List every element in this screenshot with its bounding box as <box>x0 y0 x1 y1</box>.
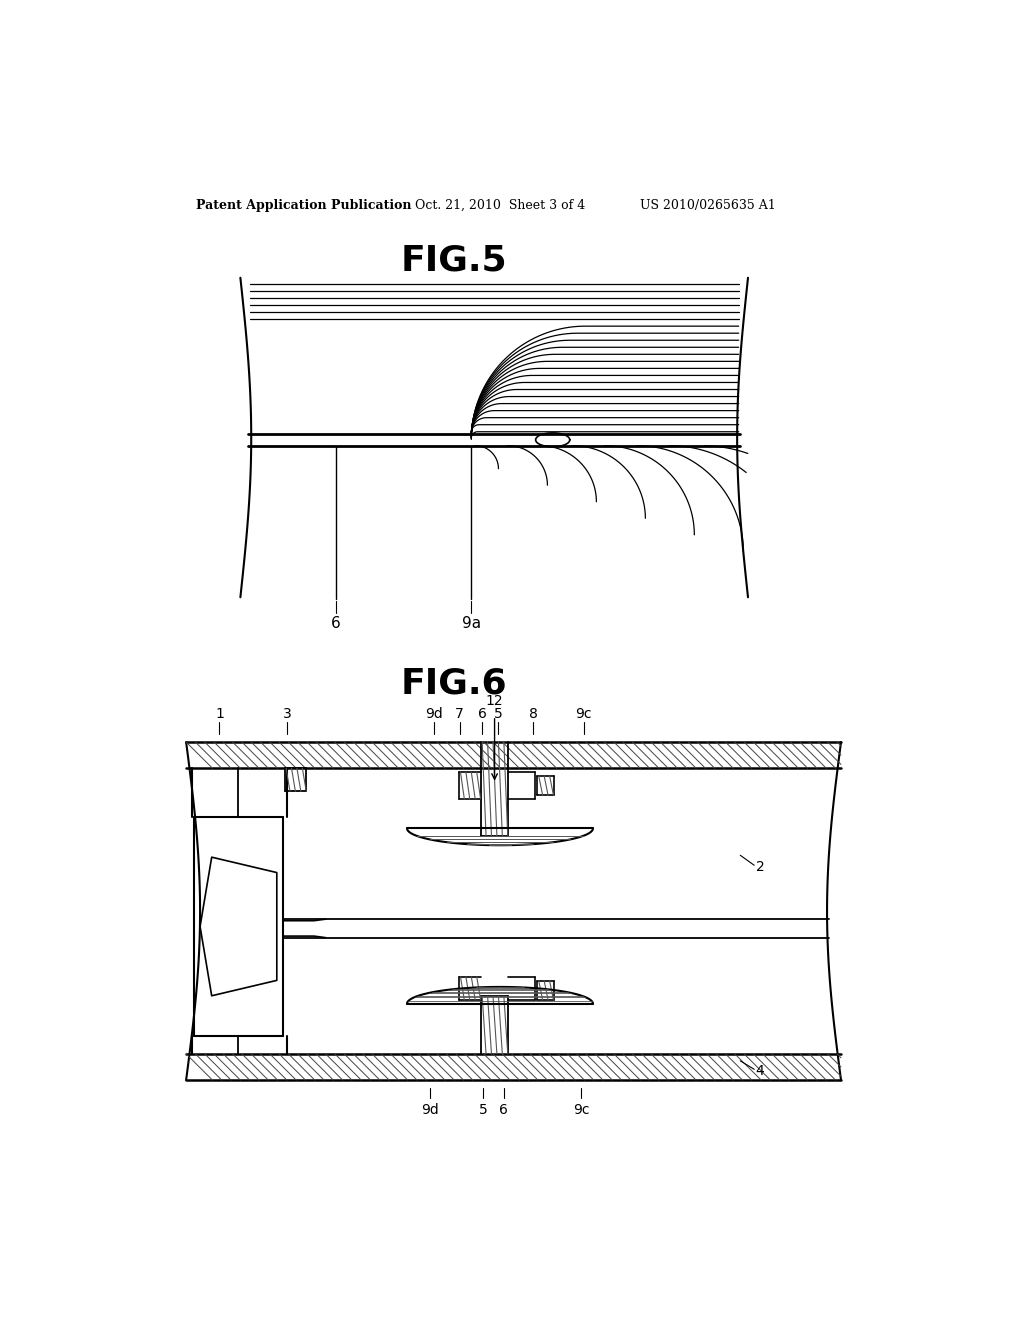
Text: 6: 6 <box>478 706 486 721</box>
Text: 12: 12 <box>485 694 504 709</box>
Text: 4: 4 <box>756 1064 765 1078</box>
Text: 9d: 9d <box>421 1104 439 1117</box>
Text: Patent Application Publication: Patent Application Publication <box>197 199 412 213</box>
Text: Oct. 21, 2010  Sheet 3 of 4: Oct. 21, 2010 Sheet 3 of 4 <box>415 199 585 213</box>
Text: 8: 8 <box>528 706 538 721</box>
Text: 7: 7 <box>456 706 464 721</box>
Text: 9c: 9c <box>575 706 592 721</box>
Text: 9c: 9c <box>573 1104 590 1117</box>
Text: 3: 3 <box>283 706 291 721</box>
Text: FIG.5: FIG.5 <box>400 243 507 277</box>
Text: 1: 1 <box>215 706 224 721</box>
Text: 5: 5 <box>494 706 503 721</box>
Text: 6: 6 <box>331 615 341 631</box>
Text: 6: 6 <box>500 1104 508 1117</box>
Text: 9d: 9d <box>425 706 443 721</box>
Text: 5: 5 <box>478 1104 487 1117</box>
Text: 2: 2 <box>756 859 765 874</box>
Text: US 2010/0265635 A1: US 2010/0265635 A1 <box>640 199 775 213</box>
Text: FIG.6: FIG.6 <box>400 667 507 701</box>
Text: 9a: 9a <box>462 615 481 631</box>
